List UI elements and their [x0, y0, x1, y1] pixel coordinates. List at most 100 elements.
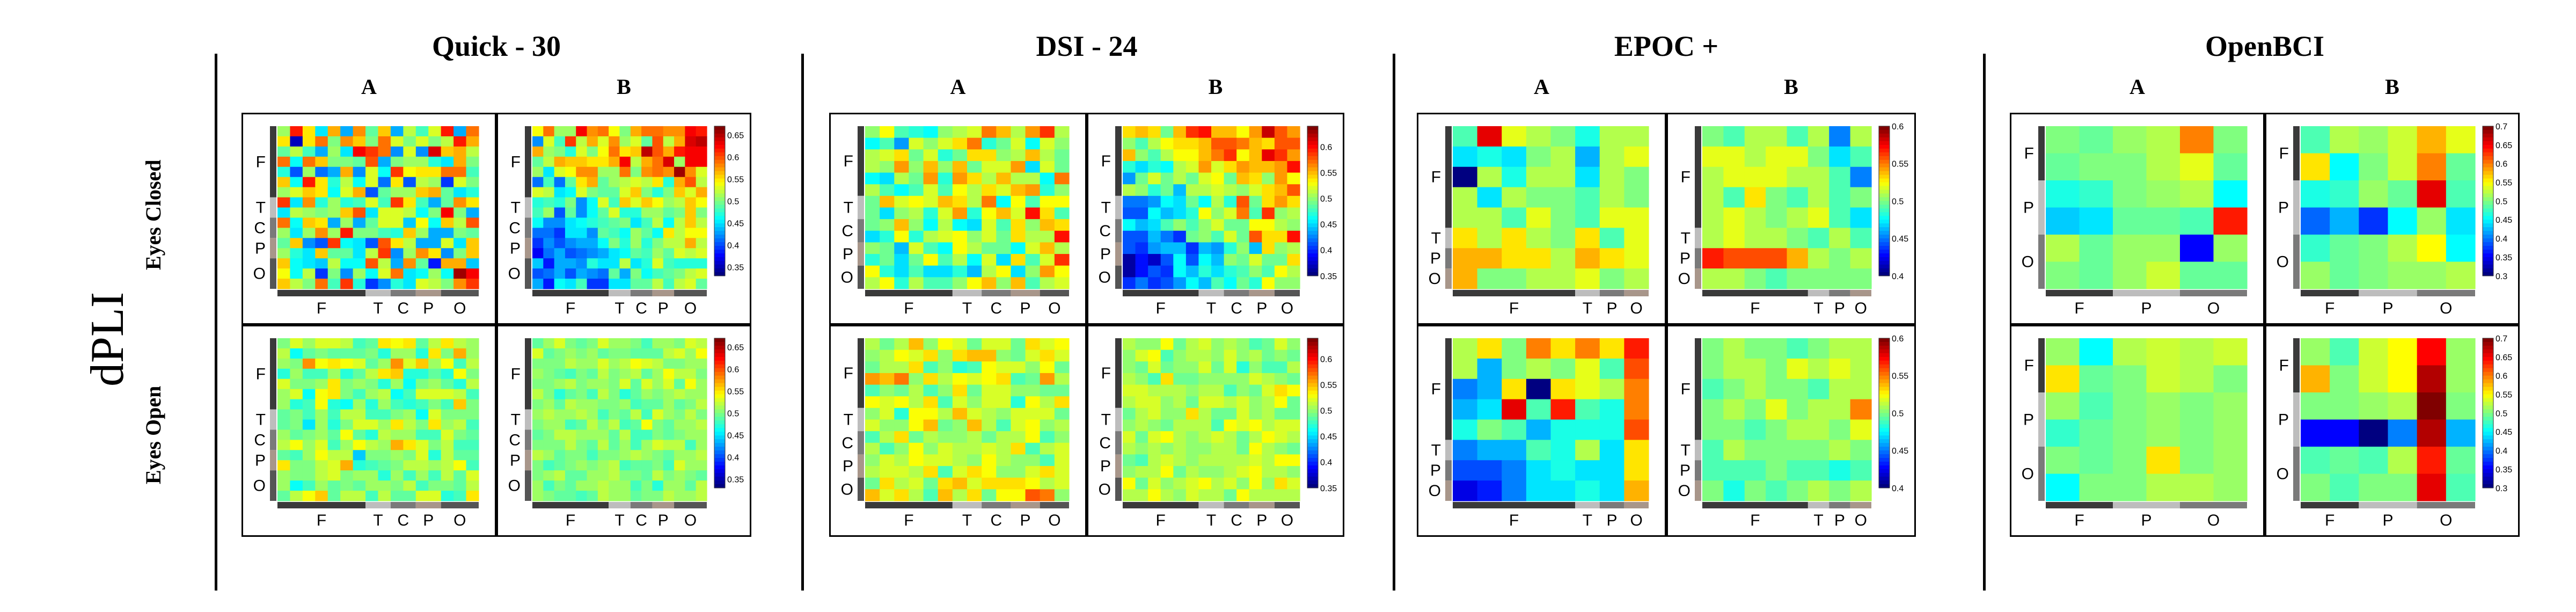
heatmap-cell — [1198, 126, 1212, 139]
colorbar-segment — [2483, 133, 2493, 138]
heatmap-cell — [909, 466, 924, 478]
heatmap-cell — [1173, 407, 1187, 420]
heatmap-cell — [1262, 277, 1275, 289]
region-label: C — [398, 300, 409, 317]
heatmap-cell — [2180, 392, 2214, 420]
heatmap-cell — [576, 378, 588, 390]
heatmap-cell — [909, 454, 924, 467]
heatmap-cell — [938, 442, 953, 455]
heatmap-cell — [1624, 187, 1649, 208]
colorbar-tick-label: 0.4 — [727, 241, 739, 250]
heatmap-cell — [543, 217, 555, 228]
colorbar-segment — [1307, 257, 1318, 261]
heatmap-cell — [2417, 180, 2447, 208]
heatmap-cell — [1274, 407, 1288, 420]
heatmap-cell — [1025, 466, 1041, 478]
heatmap-cell — [576, 399, 588, 410]
heatmap-cell — [576, 348, 588, 359]
colorbar-tick-label: 0.35 — [1320, 484, 1337, 493]
heatmap-cell — [1787, 358, 1809, 380]
panel-label: A — [950, 75, 966, 99]
heatmap-cell — [1249, 265, 1262, 278]
heatmap-cell — [565, 238, 576, 249]
heatmap-cell — [1287, 219, 1300, 231]
heatmap-cell — [952, 242, 968, 254]
heatmap-cell — [865, 466, 880, 478]
heatmap-cell — [674, 268, 685, 279]
colorbar-segment — [1879, 264, 1890, 269]
heatmap-cell — [597, 368, 609, 380]
region-bar — [525, 450, 531, 471]
colorbar-segment — [714, 368, 725, 373]
heatmap-cell — [923, 384, 939, 397]
colorbar-tick-label: 0.6 — [1892, 122, 1904, 132]
heatmap-cell — [554, 491, 566, 501]
heatmap-cell — [1453, 419, 1478, 440]
heatmap-cell — [1807, 358, 1829, 380]
heatmap-cell — [641, 368, 653, 380]
heatmap-cell — [619, 399, 631, 410]
heatmap-cell — [340, 136, 354, 147]
heatmap-cell — [1249, 419, 1262, 432]
heatmap-cell — [1249, 442, 1262, 455]
region-bar — [1274, 290, 1300, 296]
heatmap-cell — [923, 419, 939, 432]
heatmap-cell — [565, 197, 576, 208]
heatmap-cell — [1526, 440, 1552, 461]
heatmap-cell — [390, 378, 404, 390]
heatmap-cell — [277, 440, 291, 450]
heatmap-cell — [1477, 399, 1502, 420]
heatmap-cell — [554, 470, 566, 481]
heatmap-cell — [894, 454, 910, 467]
heatmap-cell — [1224, 338, 1237, 351]
heatmap-cell — [2180, 365, 2214, 393]
heatmap-cell — [1502, 480, 1527, 501]
heatmap-cell — [441, 207, 454, 218]
colorbar-tick-label: 0.5 — [727, 409, 739, 418]
region-label: O — [1678, 270, 1690, 288]
heatmap-cell — [2359, 207, 2389, 235]
heatmap-cell — [1502, 166, 1527, 188]
region-bar — [952, 290, 982, 296]
heatmap-cell — [441, 491, 454, 501]
heatmap-cell — [302, 358, 316, 369]
heatmap-cell — [685, 399, 697, 410]
heatmap-cell — [1807, 166, 1829, 188]
heatmap-cell — [302, 440, 316, 450]
colorbar-tick-label: 0.35 — [1320, 272, 1337, 281]
colorbar-segment — [714, 420, 725, 425]
heatmap-cell — [609, 166, 620, 178]
heatmap-cell — [1173, 338, 1187, 351]
heatmap-cell — [609, 136, 620, 147]
heatmap-cell — [652, 440, 664, 450]
heatmap-cell — [1575, 399, 1600, 420]
heatmap-cell — [453, 460, 467, 471]
heatmap-cell — [1185, 219, 1199, 231]
heatmap-cell — [2330, 207, 2359, 235]
heatmap-cell — [909, 195, 924, 208]
colorbar-frame — [714, 338, 726, 489]
heatmap-cell — [663, 279, 675, 289]
heatmap-cell — [441, 228, 454, 238]
heatmap-cell — [453, 378, 467, 390]
heatmap-cell — [1054, 277, 1070, 289]
heatmap-cell — [609, 409, 620, 420]
heatmap-cell — [2213, 392, 2248, 420]
heatmap-cell — [996, 396, 1012, 409]
colorbar-tick-label: 0.5 — [1320, 195, 1332, 204]
colorbar-tick-label: 0.65 — [2496, 353, 2512, 362]
colorbar-segment — [1307, 182, 1318, 187]
heatmap-cell — [652, 279, 664, 289]
heatmap-cell — [1236, 489, 1250, 501]
heatmap-cell — [365, 197, 379, 208]
heatmap-cell — [619, 279, 631, 289]
heatmap-cell — [587, 156, 598, 167]
heatmap-cell — [1123, 126, 1136, 139]
heatmap-cell — [923, 396, 939, 409]
region-bar — [2180, 502, 2247, 508]
colorbar-segment — [714, 216, 725, 220]
heatmap-cell — [1011, 396, 1026, 409]
heatmap-cell — [1850, 166, 1872, 188]
heatmap-cell — [543, 409, 555, 420]
heatmap-cell — [1274, 242, 1288, 254]
